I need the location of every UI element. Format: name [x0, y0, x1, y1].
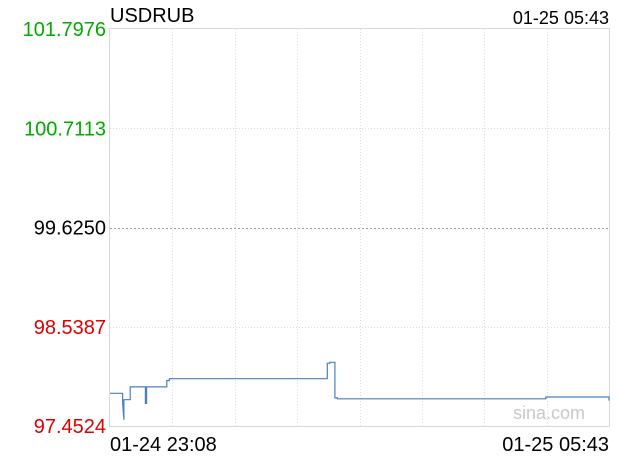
grid [110, 29, 609, 426]
y-tick-label: 101.7976 [23, 19, 106, 41]
y-tick-label: 97.4524 [34, 416, 106, 438]
x-tick-label-start: 01-24 23:08 [110, 434, 217, 456]
series-line-group [110, 361, 610, 420]
chart-title: USDRUB [110, 5, 194, 27]
watermark: sina.com [513, 403, 585, 423]
plot-frame [109, 28, 610, 427]
y-tick-label: 99.6250 [34, 218, 106, 240]
y-tick-label: 98.5387 [34, 317, 106, 339]
series-line [110, 361, 610, 420]
x-tick-label-end: 01-25 05:43 [502, 434, 609, 456]
chart-timestamp: 01-25 05:43 [513, 8, 609, 28]
y-tick-label: 100.7113 [24, 118, 106, 140]
y-axis-ticks: 101.7976 100.7113 99.6250 98.5387 97.4524 [23, 19, 106, 438]
